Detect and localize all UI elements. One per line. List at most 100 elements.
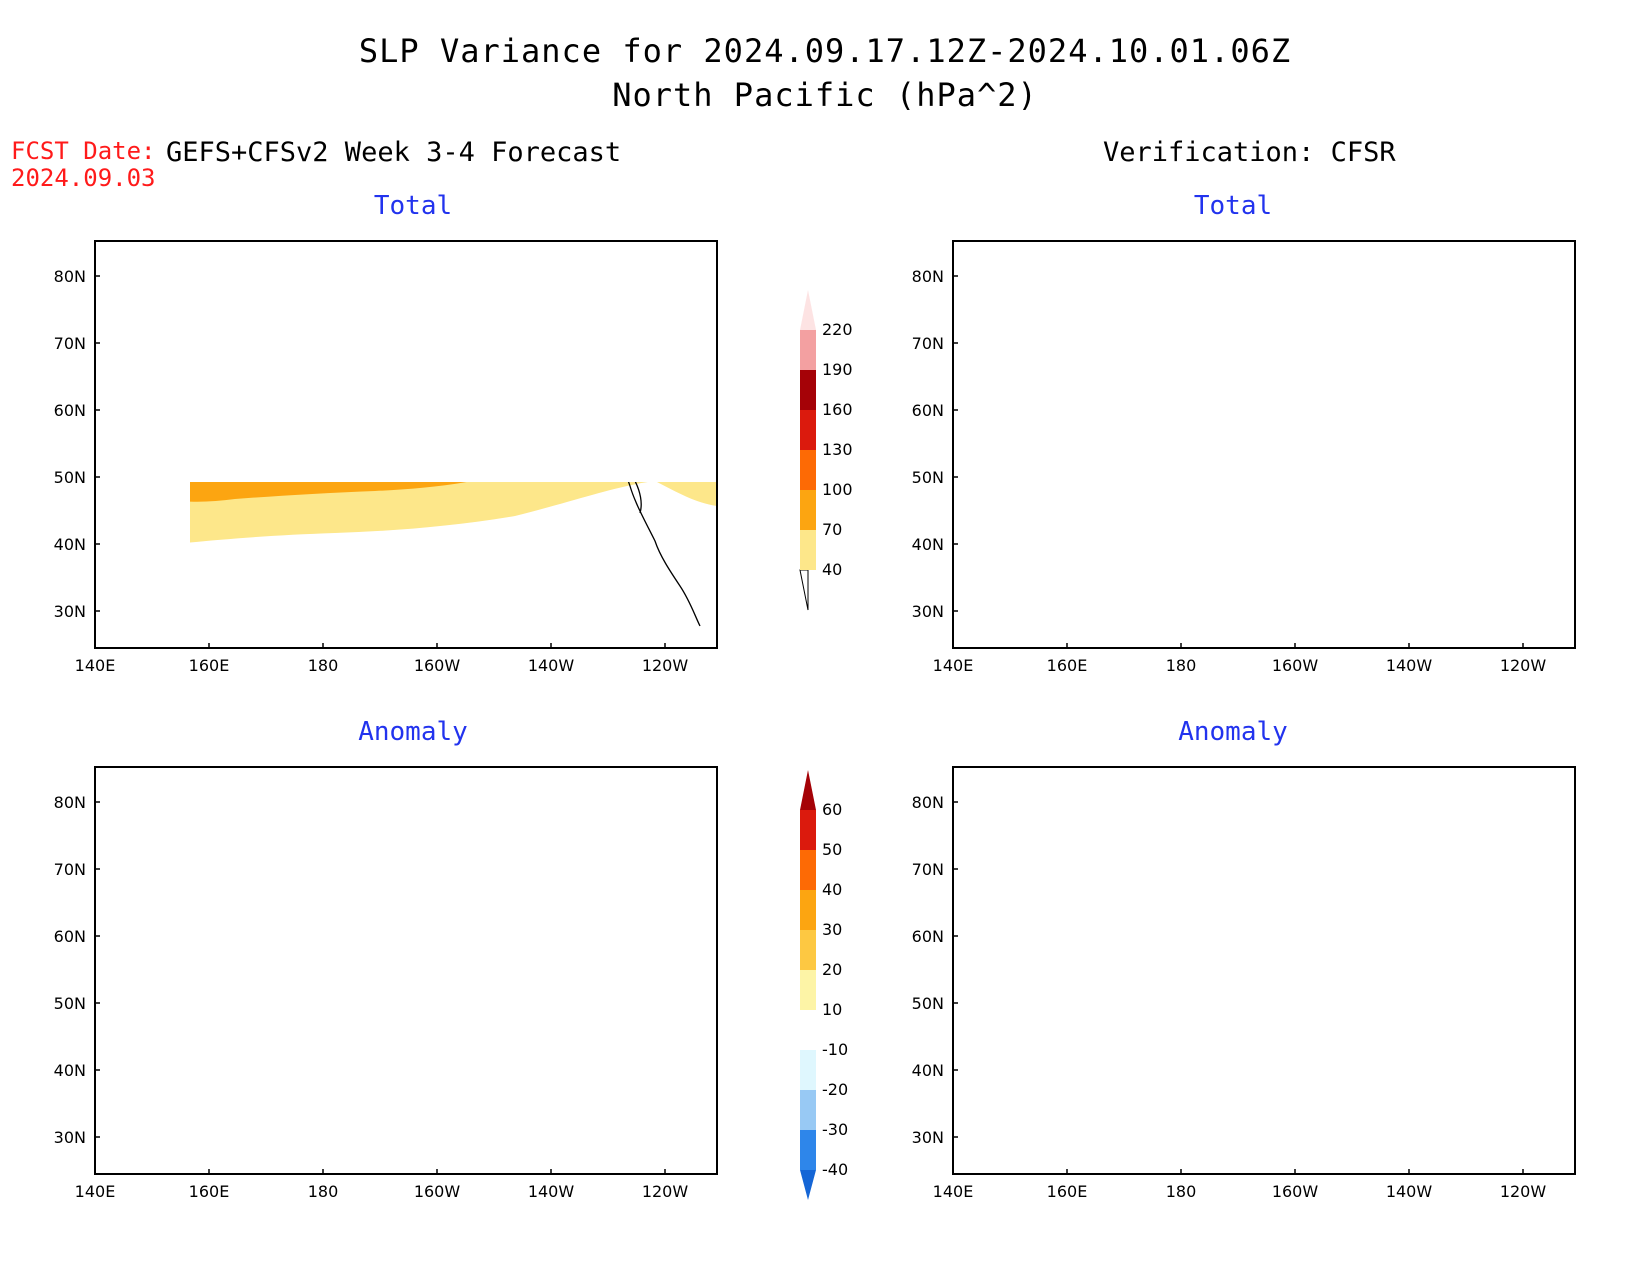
lon-label: 140W [528,656,575,675]
lat-label: 50N [54,994,86,1013]
coastline [953,789,1575,1152]
contour-160-190 [1222,432,1340,497]
colorbar-anomaly-swatch [800,1050,816,1090]
lon-label: 160E [1047,656,1088,675]
lat-label: 80N [912,793,944,812]
colorbar-anomaly: -40 -30 -20 -10 10 20 30 40 50 60 [800,770,848,1200]
panel-forecast-anomaly [94,766,718,1175]
lat-label: 40N [54,535,86,554]
colorbar-total: 40 70 100 130 160 190 220 [799,290,853,611]
colorbar-anomaly-swatch [800,810,816,850]
lon-label: 120W [642,1182,689,1201]
colorbar-anomaly-label: -40 [822,1160,848,1179]
contour-100-130 [243,411,547,481]
contour-130-160 [1193,407,1353,504]
lon-label: 160W [414,656,461,675]
lat-label: 30N [54,1128,86,1147]
lat-label: 40N [912,1061,944,1080]
colorbar-total-swatch [800,530,816,570]
colorbar-total-swatch [800,410,816,450]
contour-minus20-minus10-north [953,767,1575,937]
lat-label: 70N [54,860,86,879]
contour-100-130 [1073,397,1390,521]
panel-verification-total [952,240,1576,649]
contour-minus40-minus30 [1002,959,1109,995]
colorbar-anomaly-label: 20 [822,960,842,979]
colorbar-anomaly-swatch [800,890,816,930]
colorbar-total-label: 40 [822,560,842,579]
contour-40-70 [993,370,1575,542]
lat-label: 50N [912,468,944,487]
colorbar-total-label: 130 [822,440,853,459]
contour-50-60 [1193,958,1420,1058]
lon-label: 160W [414,1182,461,1201]
lat-label: 40N [912,535,944,554]
lat-label: 30N [54,602,86,621]
forecast-date-label: FCST Date: [11,137,156,165]
colorbar-anomaly-label: -30 [822,1120,848,1139]
colorbar-total-swatch [800,490,816,530]
colorbar-total-label: 100 [822,480,853,499]
lon-label: 180 [1166,656,1197,675]
figure-title: SLP Variance for 2024.09.17.12Z-2024.10.… [358,32,1292,70]
lon-label: 160E [1047,1182,1088,1201]
coastline [95,789,717,1152]
colorbar-total-label: 70 [822,520,842,539]
colorbar-anomaly-swatch [800,850,816,890]
lat-label: 70N [54,334,86,353]
contour-minus30-minus20 [953,939,1126,1007]
contour-220-plus [1355,417,1386,445]
contour-70-100 [1023,388,1575,532]
lat-label: 60N [912,401,944,420]
lon-label: 140E [933,656,974,675]
colorbar-total-label: 160 [822,400,853,419]
colorbar-anomaly-label: 50 [822,840,842,859]
coastline [953,263,1575,626]
colorbar-anomaly-swatch [800,970,816,1010]
colorbar-total-swatch [800,370,816,410]
contour-40-70-arctic [1383,293,1575,350]
lat-label: 50N [54,468,86,487]
lon-label: 180 [308,1182,339,1201]
lon-label: 140W [1386,656,1433,675]
colorbar-total-label: 220 [822,320,853,339]
colorbar-anomaly-label: 30 [822,920,842,939]
lat-label: 60N [54,401,86,420]
contour-20-30 [455,960,557,1017]
panel-title-forecast-anomaly: Anomaly [358,717,468,747]
contour-70-100-east [597,339,717,421]
lon-label: 180 [1166,1182,1197,1201]
contour-40-50 [1153,962,1575,1066]
contour-20-30 [1073,942,1575,1079]
panel-title-forecast-total: Total [373,191,453,221]
forecast-date-value: 2024.09.03 [11,164,156,192]
lon-label: 120W [1500,1182,1547,1201]
forecast-date: FCST Date: 2024.09.03 [11,138,156,192]
lat-label: 80N [54,793,86,812]
lon-label: 160W [1272,1182,1319,1201]
figure-subtitle: North Pacific (hPa^2) [612,76,1038,114]
lon-label: 140E [75,656,116,675]
lon-label: 140E [75,1182,116,1201]
lat-label: 60N [912,927,944,946]
lon-label: 160E [189,656,230,675]
panel-verification-anomaly [952,766,1576,1175]
lon-label: 180 [308,656,339,675]
contour-40-70 [190,482,717,543]
contour-60-plus [1243,941,1398,1046]
contour-70-100 [190,482,467,502]
lat-label: 60N [54,927,86,946]
colorbar-anomaly-label: -10 [822,1040,848,1059]
lat-label: 40N [54,1061,86,1080]
lon-label: 160E [189,1182,230,1201]
lon-label: 140W [1386,1182,1433,1201]
colorbar-total-label: 190 [822,360,853,379]
colorbar-total-swatch [800,330,816,370]
colorbar-anomaly-swatch [800,1010,816,1050]
lon-label: 120W [642,656,689,675]
colorbar-anomaly-swatch [800,930,816,970]
contour-30-40 [1113,957,1575,1070]
contour-190-220 [1347,411,1398,453]
lon-label: 120W [1500,656,1547,675]
verification-column-title: Verification: CFSR [1103,137,1396,168]
